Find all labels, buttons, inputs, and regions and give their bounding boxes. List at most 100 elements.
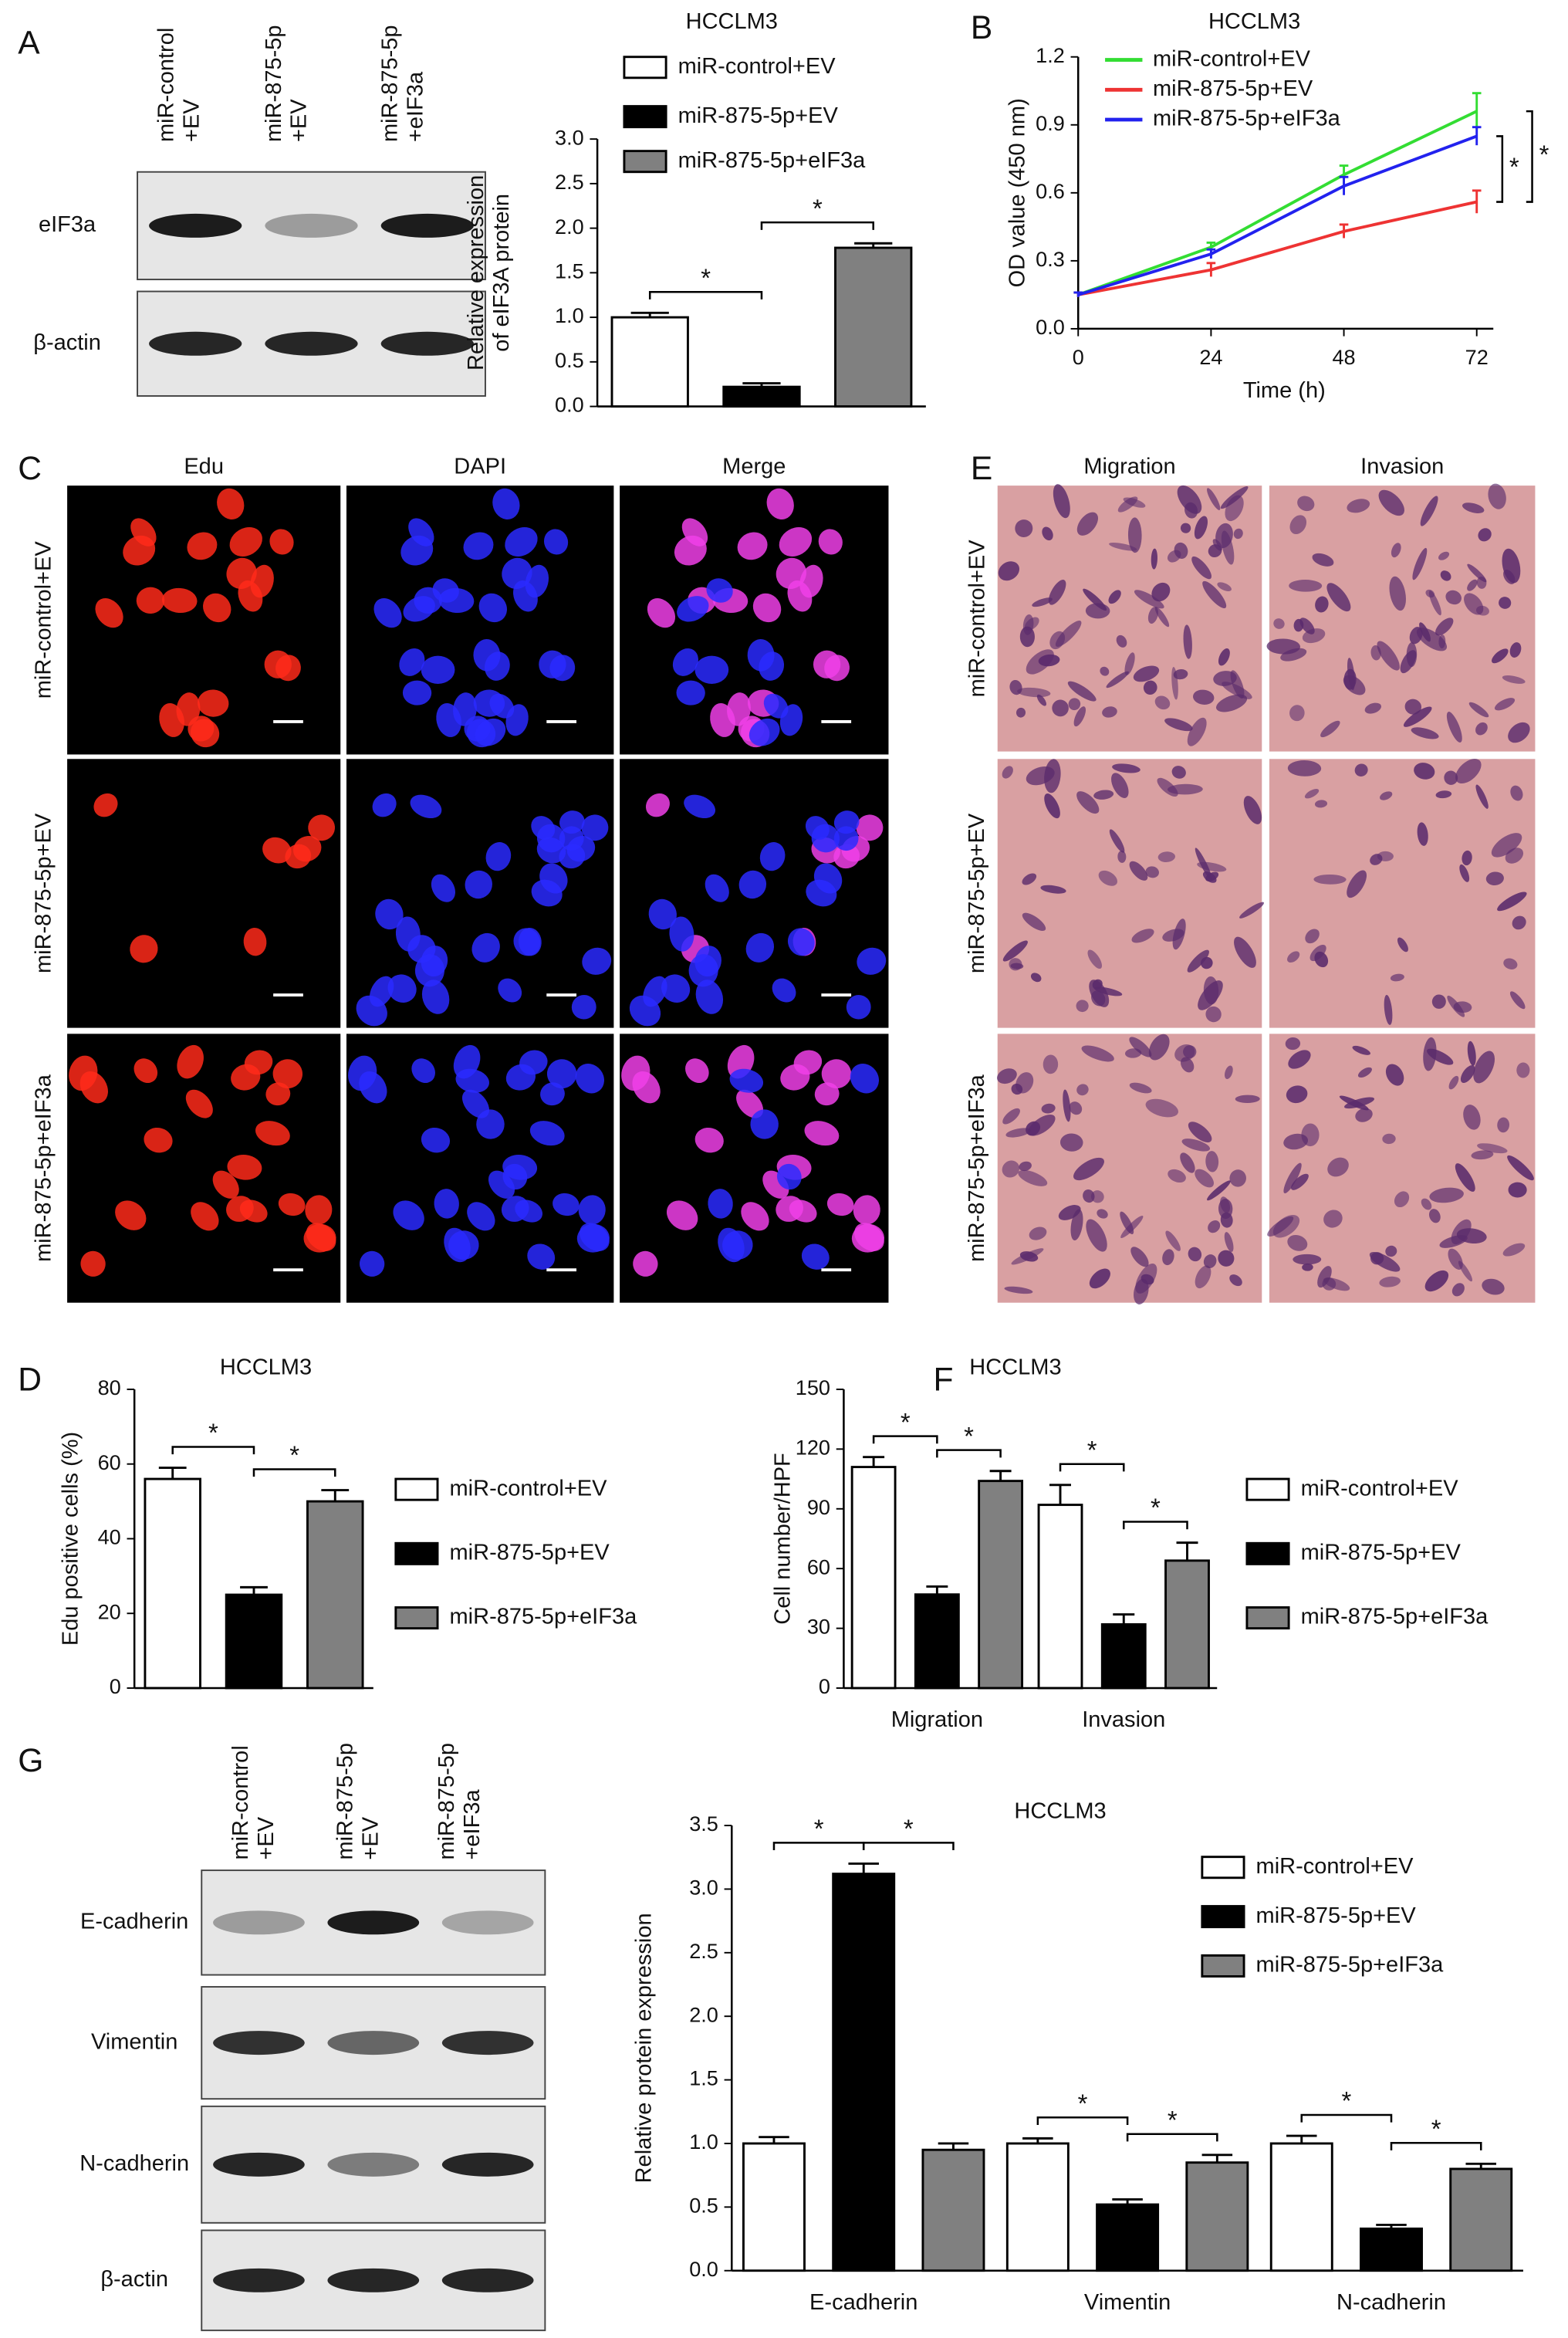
y-tick-label: 20: [98, 1599, 121, 1623]
legend-label: miR-875-5p+EV: [1256, 1903, 1417, 1928]
cell-nucleus: [749, 718, 780, 746]
cell-nucleus: [476, 1109, 505, 1139]
panel-letter: F: [934, 1362, 954, 1399]
blot-band: [149, 213, 242, 238]
blot-row-label: N-cadherin: [79, 2151, 189, 2176]
cell-nucleus: [553, 1193, 580, 1216]
blot-band: [441, 2268, 534, 2292]
stained-cell: [1473, 1051, 1495, 1084]
stained-cell: [1017, 687, 1051, 698]
chart-title: HCCLM3: [969, 1355, 1061, 1380]
stained-cell: [1048, 580, 1066, 605]
cell-nucleus: [421, 1127, 451, 1153]
significance-label: *: [1431, 2114, 1441, 2143]
chart-title: HCCLM3: [220, 1355, 312, 1380]
blot-band: [441, 2031, 534, 2055]
stained-cell: [1448, 1248, 1463, 1270]
stained-cell: [1134, 590, 1164, 609]
stained-cell: [1440, 570, 1451, 581]
stained-cell: [1289, 515, 1307, 535]
stained-cell: [1462, 502, 1485, 513]
stained-cell: [1154, 695, 1171, 710]
significance-bracket: [1123, 1521, 1188, 1530]
cell-nucleus: [244, 1050, 273, 1075]
significance-bracket: [936, 1449, 1002, 1458]
cell-nucleus: [681, 518, 708, 546]
stained-cell: [1198, 980, 1223, 1010]
stained-cell: [1323, 1210, 1343, 1228]
stained-cell: [1129, 1082, 1152, 1094]
chart-title: HCCLM3: [1014, 1798, 1106, 1823]
stained-cell: [1052, 699, 1069, 717]
column-header: Invasion: [1360, 455, 1444, 479]
stained-cell: [1357, 1067, 1372, 1078]
stained-cell: [1134, 1278, 1149, 1304]
stained-cell: [1171, 667, 1178, 700]
panel-letter: B: [971, 9, 992, 46]
y-tick-label: 1.0: [555, 303, 584, 327]
stained-cell: [1497, 1117, 1510, 1133]
cell-nucleus: [176, 692, 201, 726]
lane-label: miR-control: [154, 28, 178, 142]
cell-nucleus: [448, 1230, 479, 1260]
stained-cell: [1510, 785, 1523, 801]
stained-cell: [1124, 652, 1135, 675]
stained-cell: [1090, 1190, 1104, 1203]
cell-nucleus: [676, 680, 705, 705]
stained-cell: [1111, 773, 1129, 798]
y-tick-label: 0.9: [1036, 111, 1065, 135]
y-tick-label: 30: [807, 1615, 830, 1639]
stained-cell: [1512, 915, 1526, 930]
cell-nucleus: [292, 835, 322, 862]
y-axis-label: Relative expression: [464, 175, 488, 370]
stained-cell: [1287, 1234, 1308, 1251]
y-tick-label: 40: [98, 1525, 121, 1549]
cell-nucleus: [729, 1068, 764, 1093]
cell-nucleus: [633, 1250, 658, 1277]
stained-cell: [1076, 791, 1100, 814]
stained-cell: [1188, 1247, 1202, 1262]
stained-cell: [1503, 958, 1518, 969]
stained-cell: [1019, 1161, 1032, 1172]
stained-cell: [1488, 483, 1506, 509]
x-tick-label: 72: [1465, 345, 1489, 369]
cell-nucleus: [513, 928, 541, 956]
stained-cell: [1414, 763, 1435, 780]
stained-cell: [1378, 489, 1404, 516]
stained-cell: [1154, 607, 1170, 628]
stained-cell: [1041, 1103, 1056, 1114]
stained-cell: [1187, 949, 1209, 973]
cell-nucleus: [539, 863, 568, 894]
cell-nucleus: [669, 916, 694, 952]
stained-cell: [1435, 617, 1454, 636]
stained-cell: [1067, 681, 1097, 702]
stained-cell: [1081, 1045, 1114, 1062]
significance-bracket: [1496, 135, 1504, 203]
stained-cell: [1243, 796, 1262, 824]
stained-cell: [1063, 1089, 1071, 1122]
y-axis-label: Cell number/HPF: [771, 1453, 796, 1625]
blot-band: [441, 1910, 534, 1935]
cell-nucleus: [306, 1223, 336, 1251]
cell-nucleus: [850, 1063, 880, 1094]
stained-cell: [997, 1068, 1017, 1084]
row-label: miR-875-5p+eIF3a: [32, 1074, 56, 1262]
lane-label: +eIF3a: [460, 1789, 485, 1860]
stained-cell: [1040, 885, 1066, 894]
legend-label: miR-875-5p+eIF3a: [1301, 1605, 1489, 1629]
stained-cell: [998, 561, 1020, 581]
cell-nucleus: [485, 842, 512, 871]
bar: [1449, 2167, 1513, 2272]
stained-cell: [1385, 1064, 1404, 1086]
stained-cell: [1217, 582, 1232, 591]
stained-cell: [1291, 1173, 1309, 1190]
legend-label: miR-control+EV: [1301, 1476, 1459, 1501]
stained-cell: [1036, 694, 1046, 706]
cell-nucleus: [763, 693, 789, 719]
stained-cell: [1435, 790, 1452, 799]
panel-letter: A: [18, 24, 40, 61]
stained-cell: [1022, 873, 1037, 885]
significance-bracket: [772, 1842, 865, 1851]
stained-cell: [1100, 666, 1110, 676]
cell-nucleus: [779, 704, 803, 736]
